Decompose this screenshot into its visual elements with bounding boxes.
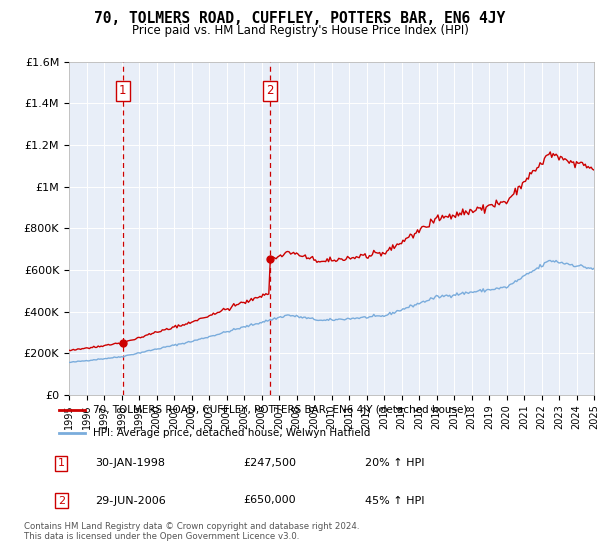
Text: 2: 2 <box>266 84 274 97</box>
Text: 29-JUN-2006: 29-JUN-2006 <box>95 496 166 506</box>
Text: 1: 1 <box>58 459 65 468</box>
Text: 2: 2 <box>58 496 65 506</box>
Text: Price paid vs. HM Land Registry's House Price Index (HPI): Price paid vs. HM Land Registry's House … <box>131 24 469 36</box>
Text: 70, TOLMERS ROAD, CUFFLEY, POTTERS BAR, EN6 4JY: 70, TOLMERS ROAD, CUFFLEY, POTTERS BAR, … <box>94 11 506 26</box>
Text: 30-JAN-1998: 30-JAN-1998 <box>95 459 166 468</box>
Text: HPI: Average price, detached house, Welwyn Hatfield: HPI: Average price, detached house, Welw… <box>93 428 370 438</box>
Text: Contains HM Land Registry data © Crown copyright and database right 2024.
This d: Contains HM Land Registry data © Crown c… <box>24 522 359 542</box>
Text: 20% ↑ HPI: 20% ↑ HPI <box>365 459 424 468</box>
Text: 1: 1 <box>119 84 127 97</box>
Text: 45% ↑ HPI: 45% ↑ HPI <box>365 496 424 506</box>
Text: £650,000: £650,000 <box>244 496 296 506</box>
Text: £247,500: £247,500 <box>244 459 296 468</box>
Text: 70, TOLMERS ROAD, CUFFLEY, POTTERS BAR, EN6 4JY (detached house): 70, TOLMERS ROAD, CUFFLEY, POTTERS BAR, … <box>93 405 467 416</box>
